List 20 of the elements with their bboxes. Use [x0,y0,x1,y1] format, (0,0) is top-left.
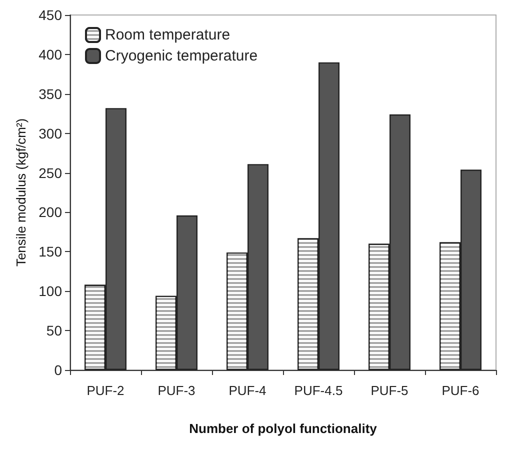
y-tick-label: 350 [38,86,62,102]
y-tick-label: 400 [38,46,62,62]
y-tick-label: 150 [38,244,62,260]
x-tick-label: PUF-2 [86,383,124,398]
y-tick-label: 0 [54,362,62,378]
legend-label: Room temperature [105,26,230,44]
y-tick-label: 100 [38,283,62,300]
y-tick-label: 250 [38,164,62,181]
legend-label: Cryogenic temperature [105,48,258,64]
x-tick-label: PUF-3 [158,383,196,398]
x-tick-label: PUF-6 [442,383,480,398]
y-tick-label: 450 [38,7,62,23]
y-tick-label: 50 [46,322,62,339]
x-tick-label: PUF-5 [370,383,408,398]
y-tick-label: 300 [38,125,62,142]
y-tick-label: 200 [38,204,62,220]
y-axis-title: Tensile modulus (kgf/cm²) [14,118,29,267]
x-tick-label: PUF-4.5 [294,383,343,398]
x-axis-title: Number of polyol functionality [189,421,378,436]
x-tick-label: PUF-4 [228,383,266,398]
